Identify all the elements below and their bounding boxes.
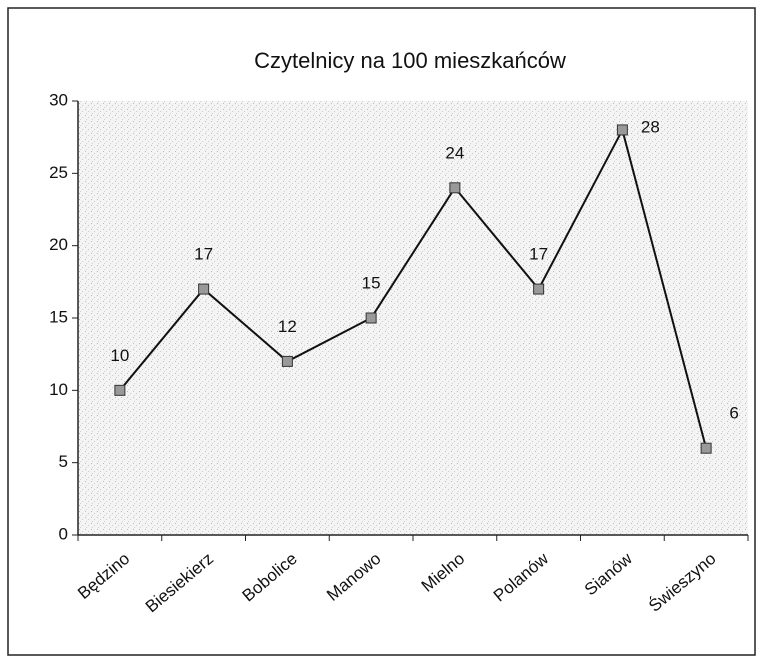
point-marker: [449, 182, 461, 194]
point-marker: [114, 384, 126, 396]
point-marker: [700, 442, 712, 454]
chart-title: Czytelnicy na 100 mieszkańców: [254, 48, 566, 73]
data-label: 10: [110, 346, 129, 365]
y-tick-label: 30: [49, 90, 68, 109]
y-tick-label: 0: [59, 524, 68, 543]
point-marker: [198, 283, 210, 295]
data-label: 24: [445, 143, 464, 162]
point-marker: [616, 124, 628, 136]
data-label: 17: [529, 245, 548, 264]
data-label: 12: [278, 317, 297, 336]
point-marker: [533, 283, 545, 295]
plot-area: [78, 101, 748, 535]
data-label: 17: [194, 245, 213, 264]
point-marker: [365, 312, 377, 324]
data-label: 6: [729, 404, 738, 423]
point-marker: [281, 355, 293, 367]
data-label: 28: [641, 117, 660, 136]
y-tick-label: 5: [59, 452, 68, 471]
y-tick-label: 20: [49, 235, 68, 254]
y-tick-label: 15: [49, 307, 68, 326]
y-tick-label: 25: [49, 163, 68, 182]
y-tick-label: 10: [49, 380, 68, 399]
series-line: [119, 127, 708, 449]
data-label: 15: [362, 273, 381, 292]
